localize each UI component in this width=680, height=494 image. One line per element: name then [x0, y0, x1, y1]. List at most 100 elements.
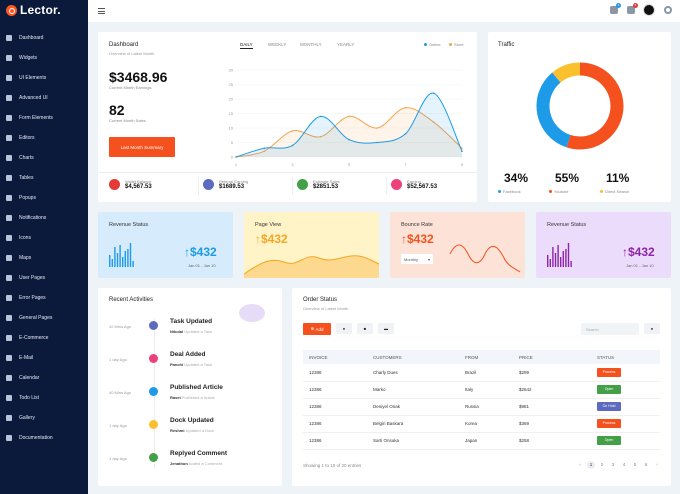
- mini-bar: [129, 243, 132, 267]
- revenue-card-title: Revenue Status: [547, 222, 587, 228]
- prev-page-icon[interactable]: ‹: [579, 462, 581, 467]
- table-row[interactable]: 12386 Belgiri Baskara Korea $369 Process: [303, 415, 660, 433]
- activity-icon: [149, 453, 158, 462]
- sidebar-item-form-elements[interactable]: Form Elements: [0, 108, 88, 128]
- mini-bar: [127, 249, 129, 267]
- sidebar-item-documentation[interactable]: Documentation: [0, 428, 88, 448]
- stat-icon: [297, 179, 308, 190]
- cell-invoice: 12386: [303, 398, 367, 416]
- activity-subtitle: Reshmi Updated a Dock: [170, 428, 215, 433]
- data-point: [461, 147, 463, 150]
- sidebar-item-calendar[interactable]: Calendar: [0, 368, 88, 388]
- activity-item[interactable]: 40 Mins Ago Published Article Rasel Publis…: [98, 384, 282, 417]
- sidebar-item-charts[interactable]: Charts: [0, 148, 88, 168]
- revenue-date: Jan 01 - Jan 10: [188, 263, 216, 268]
- revenue-value: ↑$432: [184, 245, 217, 259]
- page-2[interactable]: 2: [600, 462, 604, 467]
- bell-icon[interactable]: 5: [627, 3, 638, 14]
- add-button[interactable]: ⊕ Add: [303, 323, 331, 335]
- sidebar-item-notifications[interactable]: Notifications: [0, 208, 88, 228]
- mini-bar: [570, 261, 572, 267]
- x-tick-label: 3: [291, 162, 294, 167]
- column-header[interactable]: CUSTOMERS: [367, 350, 459, 364]
- page-5[interactable]: 5: [633, 462, 637, 467]
- y-tick-label: 25: [229, 82, 234, 87]
- y-tick-label: 10: [229, 126, 234, 131]
- stat-wallet-balance: Wallet Balance $4,567.53: [109, 179, 152, 190]
- info-icon[interactable]: ●: [336, 323, 352, 334]
- sidebar-item-gallery[interactable]: Gallery: [0, 408, 88, 428]
- tab-yearly[interactable]: YEARLY: [337, 42, 355, 47]
- table-row[interactable]: 12386 Charly Dues Brazil $299 Process: [303, 364, 660, 382]
- logo[interactable]: Lector.: [6, 3, 61, 17]
- last-month-summary-button[interactable]: Last Month Summary: [109, 137, 175, 157]
- revenue-value: ↑$432: [401, 232, 434, 246]
- column-header[interactable]: STATUS: [591, 350, 660, 364]
- sidebar-item-icons[interactable]: Icons: [0, 228, 88, 248]
- data-point: [404, 133, 407, 135]
- sidebar-item-maps[interactable]: Maps: [0, 248, 88, 268]
- sidebar-item-general-pages[interactable]: General Pages: [0, 308, 88, 328]
- sidebar-item-ui-elements[interactable]: UI Elements: [0, 68, 88, 88]
- orders-subtitle: Overview of Latest Month: [303, 306, 349, 311]
- tab-monthly[interactable]: MONTHLY: [300, 42, 322, 47]
- table-row[interactable]: 12386 Marko Italy $2642 Open: [303, 381, 660, 399]
- page-3[interactable]: 3: [611, 462, 615, 467]
- sidebar-item-widgets[interactable]: Widgets: [0, 48, 88, 68]
- search-input[interactable]: Search: [581, 323, 639, 335]
- sidebar-item-dashboard[interactable]: Dashboard: [0, 28, 88, 48]
- sidebar-item-todo-list[interactable]: Todo List: [0, 388, 88, 408]
- activity-item[interactable]: 42 Mins Ago Task Updated Nikolai Updated a…: [98, 318, 282, 351]
- mini-bar: [116, 253, 119, 267]
- table-row[interactable]: 12386 Sarti Onsuka Japan $258 Open: [303, 432, 660, 450]
- slice-percent: 11%: [606, 171, 630, 185]
- table-row[interactable]: 12386 Deniyel Onak Russia $981 On Hold: [303, 398, 660, 416]
- search-icon[interactable]: ●: [644, 323, 660, 334]
- activity-subtitle: Jenathon Added a Comment: [170, 461, 223, 466]
- sidebar-item-editors[interactable]: Editors: [0, 128, 88, 148]
- activity-item[interactable]: 1 day Ago Replyed Comment Jenathon Added a…: [98, 450, 282, 483]
- activity-item[interactable]: 1 day Ago Deal Added Panchi Updated a Task: [98, 351, 282, 384]
- stat-icon: [109, 179, 120, 190]
- sidebar-item-user-pages[interactable]: User Pages: [0, 268, 88, 288]
- avatar[interactable]: [643, 4, 655, 16]
- error-icon: [6, 295, 12, 301]
- mini-chart: [109, 243, 134, 267]
- trash-icon[interactable]: ■: [357, 323, 373, 334]
- cell-customer: Deniyel Onak: [367, 398, 459, 416]
- column-header[interactable]: INVOICE: [303, 350, 367, 364]
- column-header[interactable]: FROM: [459, 350, 513, 364]
- activity-subtitle: Nikolai Updated a Task: [170, 329, 212, 334]
- column-header[interactable]: PRICE: [513, 350, 591, 364]
- print-icon[interactable]: ▬: [378, 323, 394, 334]
- sidebar: Lector. Dashboard Widgets UI Elements Advan…: [0, 0, 88, 494]
- page-1[interactable]: 1: [587, 461, 595, 469]
- tab-daily[interactable]: DAILY: [240, 42, 253, 49]
- mini-bar: [549, 259, 551, 267]
- activity-subtitle: Panchi Updated a Task: [170, 362, 212, 367]
- sidebar-item-e-commerce[interactable]: E-Commerce: [0, 328, 88, 348]
- activity-title: Task Updated: [170, 318, 213, 325]
- mail-icon[interactable]: 4: [610, 3, 621, 14]
- activity-item[interactable]: 1 day Ago Dock Updated Reshmi Updated a Do…: [98, 417, 282, 450]
- next-page-icon[interactable]: ›: [656, 462, 658, 467]
- cell-customer: Sarti Onsuka: [367, 432, 459, 450]
- page-4[interactable]: 4: [622, 462, 626, 467]
- sidebar-item-e-mail[interactable]: E-Mail: [0, 348, 88, 368]
- period-dropdown[interactable]: Monthly ▾: [401, 254, 433, 264]
- gear-icon[interactable]: [664, 6, 672, 14]
- activity-time: 1 day Ago: [109, 456, 127, 461]
- icons-icon: [6, 235, 12, 241]
- sidebar-item-popups[interactable]: Popups: [0, 188, 88, 208]
- mini-bar: [114, 247, 116, 267]
- menu-toggle-icon[interactable]: [98, 8, 105, 14]
- x-tick-label: 7: [404, 162, 407, 167]
- sidebar-item-tables[interactable]: Tables: [0, 168, 88, 188]
- page-6[interactable]: 6: [644, 462, 648, 467]
- x-tick-label: 9: [461, 162, 464, 167]
- traffic-legend: 34% Facebook 55% Youtube 11% Direct Search: [488, 171, 671, 196]
- sidebar-item-advanced-ui[interactable]: Advanced UI: [0, 88, 88, 108]
- tab-weekly[interactable]: WEEKLY: [268, 42, 287, 47]
- mini-area: [244, 255, 379, 278]
- sidebar-item-error-pages[interactable]: Error Pages: [0, 288, 88, 308]
